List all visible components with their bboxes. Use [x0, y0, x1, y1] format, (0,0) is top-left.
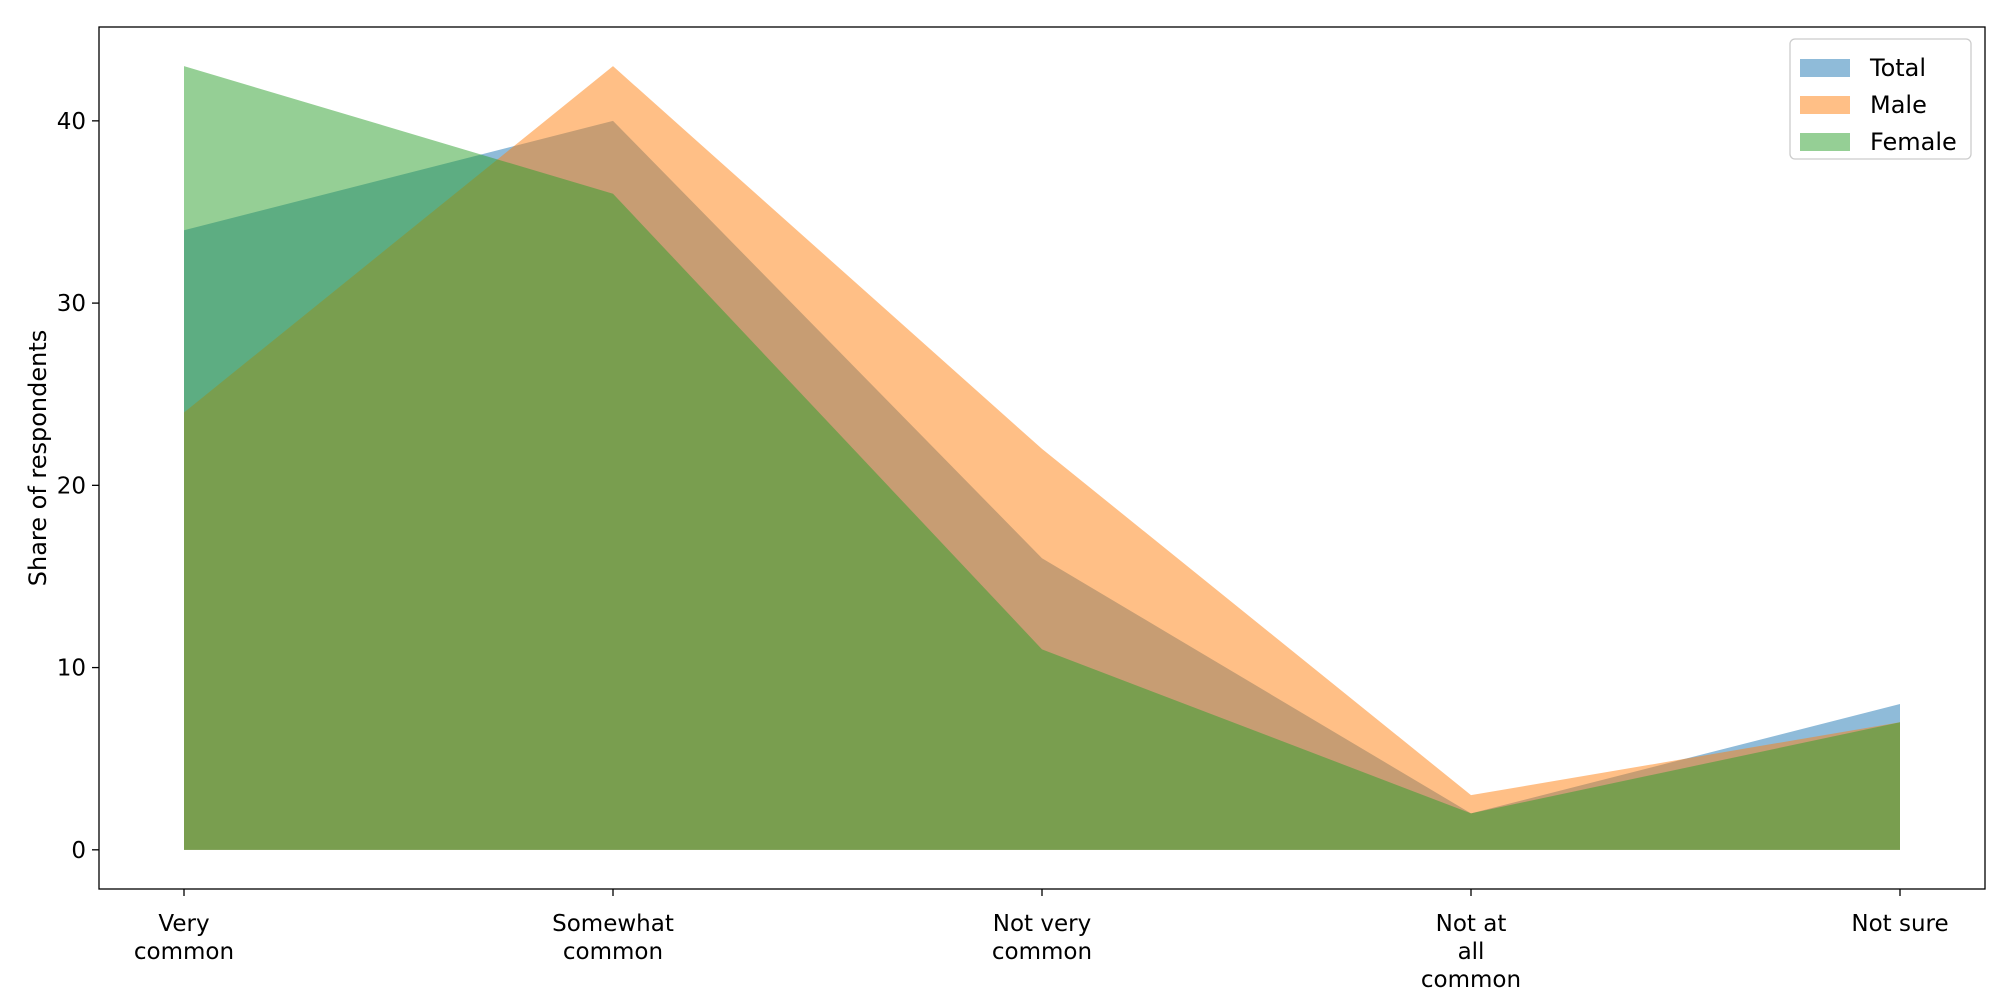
x-axis: Very common Somewhat common Not very common No…	[134, 889, 1949, 993]
y-tick-label: 0	[71, 838, 86, 864]
area-female	[184, 66, 1900, 850]
legend-label-male: Male	[1870, 91, 1927, 119]
x-tick-label: Not at all common	[1421, 911, 1521, 993]
legend-swatch-male	[1800, 96, 1850, 114]
legend-swatch-total	[1800, 59, 1850, 77]
x-tick-label: Not sure	[1851, 911, 1948, 937]
y-tick-label: 30	[57, 291, 86, 317]
x-tick-label: Not very common	[992, 911, 1092, 965]
legend: Total Male Female	[1789, 38, 1972, 160]
area-series-group	[184, 66, 1900, 850]
x-tick-label: Very common	[134, 911, 234, 965]
y-axis: 0 10 20 30 40	[57, 109, 99, 864]
y-tick-label: 20	[57, 473, 86, 499]
y-tick-label: 10	[57, 656, 86, 682]
y-tick-label: 40	[57, 109, 86, 135]
x-tick-label: Somewhat common	[552, 911, 674, 965]
legend-label-total: Total	[1869, 54, 1926, 82]
y-axis-title: Share of respondents	[24, 330, 52, 587]
legend-label-female: Female	[1870, 128, 1957, 156]
legend-swatch-female	[1800, 133, 1850, 151]
